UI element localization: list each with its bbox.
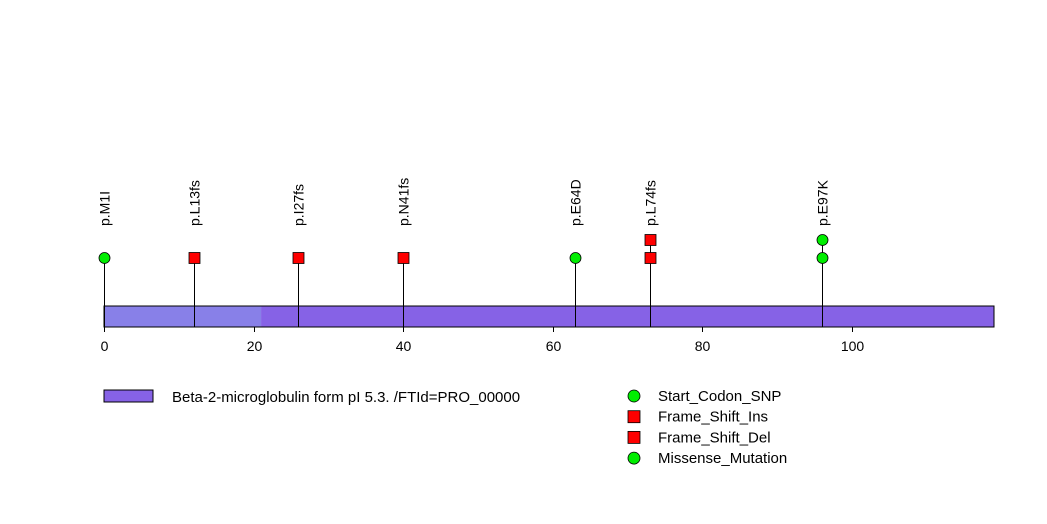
legend-marker-start-codon-snp bbox=[627, 389, 641, 403]
legend-mutation-label: Start_Codon_SNP bbox=[658, 388, 781, 405]
legend-domain-label: Beta-2-microglobulin form pI 5.3. /FTId=… bbox=[172, 389, 520, 406]
domain-segment bbox=[104, 306, 262, 327]
legend-marker-missense-mutation bbox=[627, 451, 641, 465]
mutation-marker-missense-mutation bbox=[816, 252, 829, 264]
mutation-label: p.N41fs bbox=[396, 178, 412, 226]
x-tick-label: 40 bbox=[396, 338, 412, 354]
mutation-marker-missense-mutation bbox=[569, 252, 582, 264]
protein-domain-track bbox=[103, 305, 995, 328]
x-tick-label: 80 bbox=[695, 338, 711, 354]
mutation-label: p.L74fs bbox=[643, 180, 659, 226]
domain-segment bbox=[261, 306, 994, 327]
mutation-label: p.E97K bbox=[815, 179, 831, 226]
mutation-markers bbox=[98, 234, 829, 264]
x-tick-label: 60 bbox=[546, 338, 562, 354]
x-tick-label: 100 bbox=[841, 338, 865, 354]
x-axis: 0 20 40 60 80 100 bbox=[101, 327, 865, 354]
x-tick-label: 0 bbox=[101, 338, 109, 354]
mutation-marker-frame-shift-del bbox=[292, 252, 305, 264]
x-tick-label: 20 bbox=[247, 338, 263, 354]
mutation-marker-frame-shift-ins bbox=[644, 234, 657, 246]
mutation-marker-frame-shift-del bbox=[188, 252, 201, 264]
mutation-marker-frame-shift-del bbox=[397, 252, 410, 264]
mutation-marker-start-codon-snp bbox=[98, 252, 111, 264]
mutation-label: p.L13fs bbox=[187, 180, 203, 226]
mutation-marker-frame-shift-del bbox=[644, 252, 657, 264]
legend-mutation-label: Frame_Shift_Ins bbox=[658, 409, 768, 426]
mutation-labels: p.M1I p.L13fs p.I27fs p.N41fs p.E64D p.L74fs p… bbox=[97, 178, 831, 226]
legend-mutation-label: Frame_Shift_Del bbox=[658, 429, 771, 446]
legend-mutation-label: Missense_Mutation bbox=[658, 450, 787, 467]
mutation-label: p.E64D bbox=[568, 179, 584, 226]
mutation-marker-missense-mutation bbox=[816, 234, 829, 246]
mutation-label: p.M1I bbox=[97, 191, 113, 226]
legend-domain-swatch bbox=[103, 389, 154, 403]
legend: Beta-2-microglobulin form pI 5.3. /FTId=… bbox=[103, 388, 787, 467]
legend-marker-frame-shift-del bbox=[627, 430, 641, 444]
mutation-label: p.I27fs bbox=[291, 184, 307, 226]
legend-marker-frame-shift-ins bbox=[627, 410, 641, 424]
